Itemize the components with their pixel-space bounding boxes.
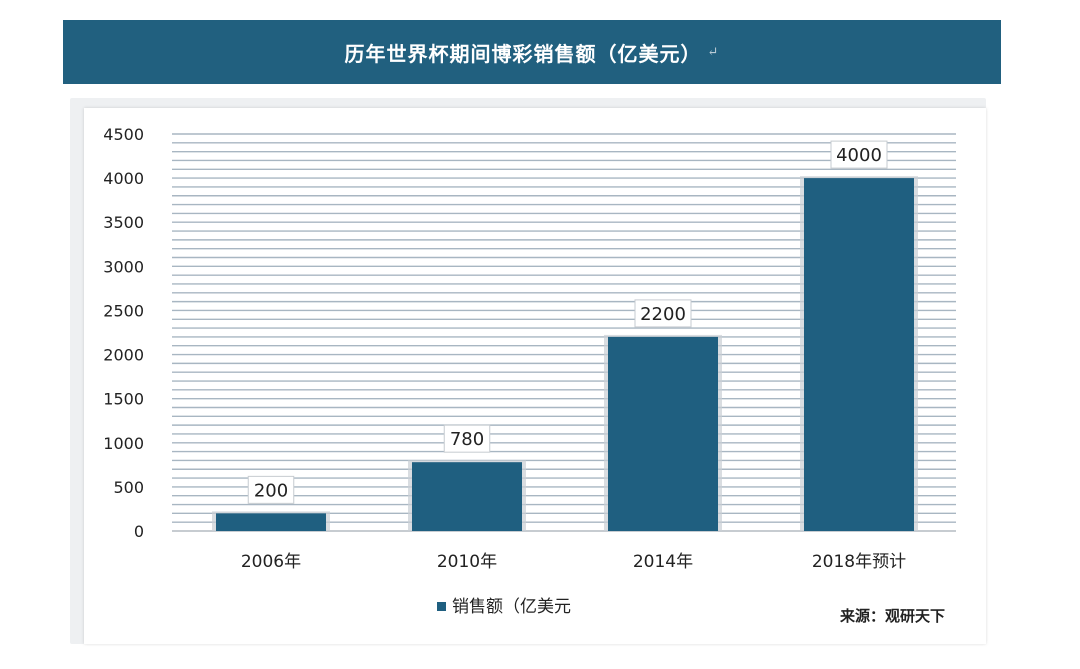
- chart-title: 历年世界杯期间博彩销售额（亿美元）: [344, 41, 702, 66]
- bar: [216, 513, 326, 531]
- y-tick-label: 1500: [103, 390, 144, 409]
- data-label-box: [443, 424, 491, 453]
- data-label-box: [247, 475, 295, 504]
- bar: [412, 462, 522, 531]
- chart-title-banner: 历年世界杯期间博彩销售额（亿美元） ↵: [63, 20, 1001, 84]
- data-label: 2200: [640, 304, 686, 325]
- x-tick-label: 2010年: [437, 552, 497, 572]
- y-tick-label: 3000: [103, 257, 144, 276]
- x-tick-label: 2014年: [633, 552, 693, 572]
- x-tick-label: 2018年预计: [812, 552, 906, 572]
- y-axis-ticks: 0 500 1000 1500 2000 2500 3000 3500 4000 4500: [103, 125, 144, 541]
- y-tick-label: 4500: [103, 125, 144, 144]
- y-tick-label: 2000: [103, 346, 144, 365]
- x-axis-ticks: 2006年 2010年 2014年 2018年预计: [241, 552, 906, 572]
- x-tick-label: 2006年: [241, 552, 301, 572]
- y-tick-label: 4000: [103, 169, 144, 188]
- legend: 销售额（亿美元: [437, 592, 571, 617]
- y-tick-label: 500: [113, 478, 144, 497]
- data-label-box: [830, 140, 888, 169]
- source-note: 来源：观研天下: [840, 607, 946, 625]
- return-mark-icon: ↵: [707, 44, 720, 60]
- bars: [212, 176, 918, 531]
- legend-label: 销售额（亿美元: [452, 596, 571, 617]
- bar: [804, 178, 914, 531]
- data-label: 780: [450, 429, 484, 450]
- bar: [608, 336, 718, 531]
- y-tick-label: 2500: [103, 301, 144, 320]
- y-tick-label: 3500: [103, 213, 144, 232]
- data-label: 4000: [836, 145, 882, 166]
- y-tick-label: 0: [134, 522, 144, 541]
- legend-swatch: [437, 601, 446, 611]
- data-label-box: [634, 299, 692, 328]
- data-label: 200: [254, 480, 288, 501]
- y-tick-label: 1000: [103, 434, 144, 453]
- data-labels: 200 780 2200 4000: [247, 140, 888, 504]
